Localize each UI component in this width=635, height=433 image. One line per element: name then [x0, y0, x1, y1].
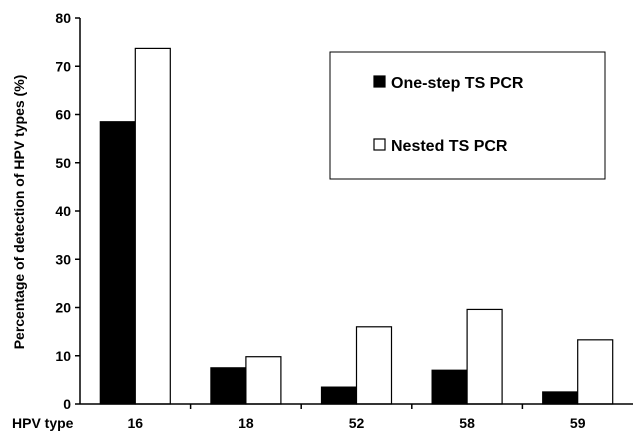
- y-tick-label: 40: [55, 203, 71, 219]
- y-tick-label: 60: [55, 107, 71, 123]
- y-tick-label: 50: [55, 155, 71, 171]
- x-axis-title: HPV type: [12, 415, 74, 431]
- y-tick-label: 10: [55, 348, 71, 364]
- bar-nested-59: [577, 339, 614, 405]
- bars-group: [99, 47, 614, 405]
- y-tick-label: 30: [55, 251, 71, 267]
- x-tick-label: 58: [459, 415, 475, 431]
- y-tick-label: 70: [55, 58, 71, 74]
- y-ticks-group: 0 10 20 30 40 50 60 70 80: [55, 10, 80, 412]
- legend: One-step TS PCR Nested TS PCR: [329, 51, 606, 180]
- legend-swatch-nested: [373, 138, 386, 151]
- y-tick-label: 20: [55, 300, 71, 316]
- x-ticks-group: 16 18 52 58 59: [128, 404, 586, 431]
- legend-label-one-step: One-step TS PCR: [391, 75, 524, 92]
- x-tick-label: 16: [128, 415, 144, 431]
- bar-nested-18: [245, 356, 282, 405]
- y-tick-label: 80: [55, 10, 71, 26]
- bar-nested-16: [134, 47, 171, 405]
- legend-swatch-one-step: [373, 75, 386, 88]
- legend-box: [329, 51, 606, 180]
- x-tick-label: 59: [570, 415, 586, 431]
- bar-one-step-18: [210, 367, 247, 405]
- bar-nested-52: [355, 326, 393, 405]
- bar-nested-58: [466, 308, 503, 405]
- x-tick-label: 18: [238, 415, 254, 431]
- bar-one-step-58: [431, 369, 468, 405]
- bar-one-step-59: [542, 391, 579, 405]
- bar-one-step-16: [99, 121, 136, 405]
- y-tick-label: 0: [63, 396, 71, 412]
- legend-label-nested: Nested TS PCR: [391, 138, 508, 155]
- bar-one-step-52: [320, 386, 358, 405]
- y-axis-title: Percentage of detection of HPV types (%): [11, 75, 27, 350]
- x-tick-label: 52: [349, 415, 365, 431]
